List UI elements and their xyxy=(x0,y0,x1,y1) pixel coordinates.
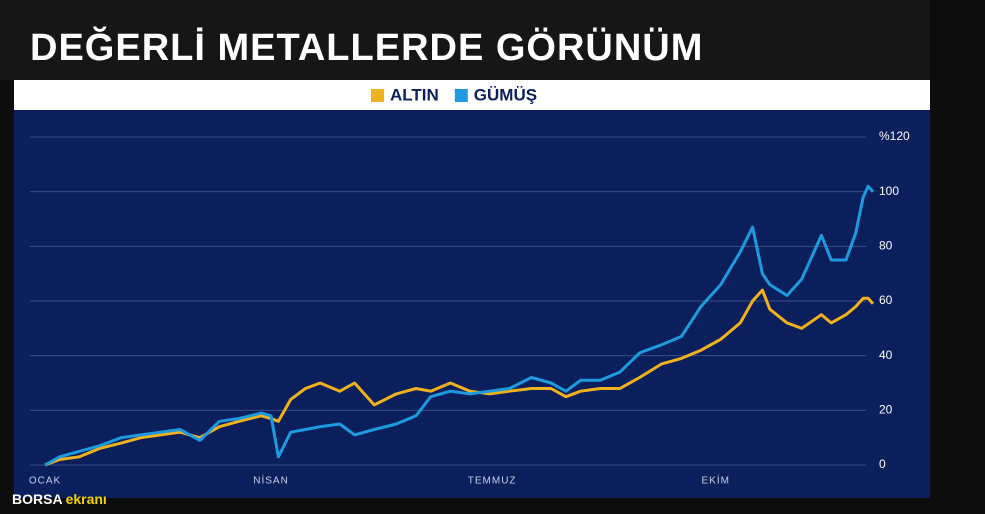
legend-swatch xyxy=(454,89,468,102)
watermark-suffix: ekranı xyxy=(66,491,107,507)
x-tick-label: NİSAN xyxy=(253,474,289,487)
y-tick-label: 20 xyxy=(879,403,893,417)
legend-label: GÜMÜŞ xyxy=(474,85,537,104)
y-tick-label: 40 xyxy=(879,348,893,362)
legend-band xyxy=(14,80,930,110)
title-band xyxy=(0,0,930,80)
y-tick-label: 100 xyxy=(879,184,899,198)
plot-area xyxy=(14,110,930,498)
series-line xyxy=(44,184,875,467)
watermark: BORSA ekranı xyxy=(12,491,107,507)
chart-title: DEĞERLİ METALLERDE GÖRÜNÜM xyxy=(30,25,703,69)
legend: ALTIN GÜMÜŞ xyxy=(371,85,537,104)
watermark-brand: BORSA xyxy=(12,491,63,507)
legend-label: ALTIN xyxy=(390,85,439,104)
x-tick-label: OCAK xyxy=(29,476,61,487)
y-tick-label: 60 xyxy=(879,293,893,307)
y-tick-label: 80 xyxy=(879,239,893,253)
x-tick-label: TEMMUZ xyxy=(468,476,517,487)
y-tick-label: 0 xyxy=(879,457,886,471)
x-tick-label: EKİM xyxy=(702,474,730,487)
legend-swatch xyxy=(371,89,384,102)
y-tick-label: %120 xyxy=(879,129,910,143)
